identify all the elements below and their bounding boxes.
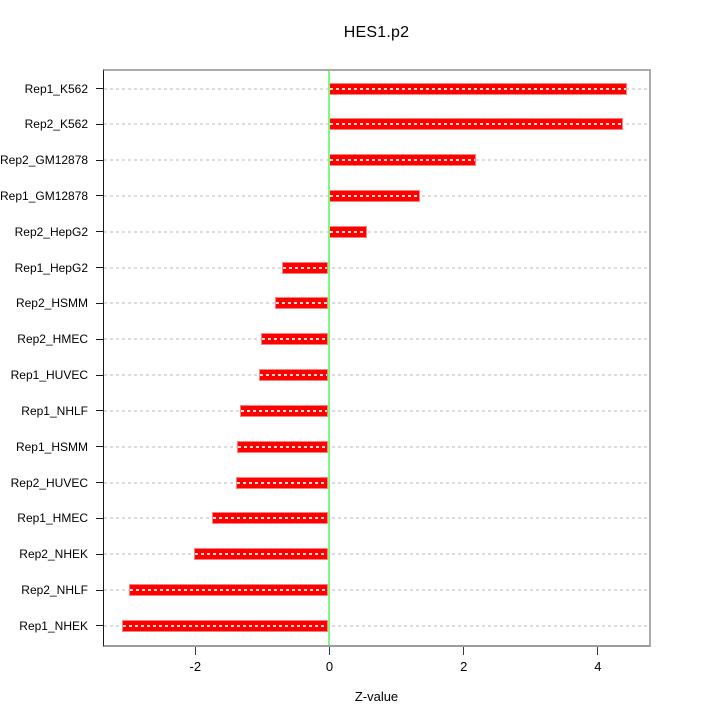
y-axis-label: Rep1_HUVEC: [10, 368, 88, 383]
bar-grid-overlay: [329, 230, 366, 233]
y-axis-label: Rep1_K562: [24, 81, 88, 96]
x-tick-label: 4: [594, 659, 602, 674]
y-tick: [96, 159, 104, 161]
bar-rep2_nhlf: [129, 584, 329, 597]
bar-grid-overlay: [282, 266, 328, 269]
gridline: [104, 230, 649, 233]
bar-rep2_hsmm: [275, 297, 329, 310]
bar-grid-overlay: [130, 589, 328, 592]
x-tick-label: 2: [460, 659, 468, 674]
plot-area: [103, 69, 651, 647]
gridline: [104, 481, 649, 484]
bar-rep1_hepg2: [281, 261, 329, 274]
bar-grid-overlay: [236, 481, 328, 484]
bar-grid-overlay: [261, 338, 328, 341]
bar-grid-overlay: [259, 374, 328, 377]
gridline: [104, 624, 649, 627]
gridline: [104, 589, 649, 592]
bar-grid-overlay: [195, 553, 328, 556]
y-tick: [96, 267, 104, 269]
x-tick-label: -2: [189, 659, 202, 674]
y-axis-label: Rep2_HMEC: [17, 332, 88, 347]
y-tick: [96, 589, 104, 591]
bar-grid-overlay: [329, 159, 476, 162]
bar-rep2_nhek: [194, 548, 329, 561]
bar-grid-overlay: [276, 302, 328, 305]
bar-rep1_gm12878: [328, 189, 421, 202]
y-tick: [96, 625, 104, 627]
x-axis-title: Z-value: [354, 689, 399, 704]
bar-grid-overlay: [329, 87, 627, 90]
x-tick: [463, 647, 465, 655]
y-tick: [96, 302, 104, 304]
y-axis-label: Rep1_NHEK: [19, 618, 88, 633]
y-axis-label: Rep1_HSMM: [15, 439, 88, 454]
gridline: [104, 266, 649, 269]
y-tick: [96, 410, 104, 412]
y-tick: [96, 446, 104, 448]
y-axis-label: Rep2_K562: [24, 117, 88, 132]
bar-rep1_huvec: [258, 369, 329, 382]
bar-grid-overlay: [122, 624, 328, 627]
y-axis-label: Rep2_HepG2: [14, 224, 88, 239]
bar-rep1_nhlf: [239, 404, 329, 417]
y-tick: [96, 123, 104, 125]
x-tick-label: 0: [325, 659, 334, 674]
zero-reference-line: [327, 71, 330, 645]
y-tick: [96, 517, 104, 519]
bar-rep2_gm12878: [328, 154, 477, 167]
y-tick: [96, 195, 104, 197]
y-tick: [96, 553, 104, 555]
chart-title: HES1.p2: [343, 24, 410, 41]
y-axis-label: Rep1_NHLF: [21, 403, 88, 418]
y-axis-label: Rep2_NHEK: [19, 547, 88, 562]
gridline: [104, 517, 649, 520]
x-tick: [597, 647, 599, 655]
gridline: [104, 302, 649, 305]
bar-rep2_hepg2: [328, 225, 367, 238]
bar-rep1_hmec: [212, 512, 329, 525]
y-axis-label: Rep1_GM12878: [0, 188, 89, 203]
y-tick: [96, 338, 104, 340]
bar-rep1_hsmm: [237, 440, 329, 453]
y-tick: [96, 374, 104, 376]
y-tick: [96, 482, 104, 484]
gridline: [104, 409, 649, 412]
bar-grid-overlay: [329, 194, 420, 197]
bar-grid-overlay: [238, 445, 328, 448]
bar-rep1_k562: [328, 82, 628, 95]
bar-rep2_hmec: [260, 333, 329, 346]
gridline: [104, 374, 649, 377]
y-axis-label: Rep1_HMEC: [17, 511, 88, 526]
y-tick: [96, 88, 104, 89]
bar-rep2_k562: [328, 118, 624, 131]
bar-rep2_huvec: [235, 476, 329, 489]
y-axis-label: Rep2_HSMM: [15, 296, 88, 311]
bar-rep1_nhek: [121, 619, 329, 632]
bar-grid-overlay: [240, 409, 328, 412]
x-tick: [329, 647, 330, 655]
gridline: [104, 553, 649, 556]
bar-grid-overlay: [329, 123, 623, 126]
y-axis-label: Rep1_HepG2: [14, 260, 88, 275]
y-axis-label: Rep2_NHLF: [21, 583, 88, 598]
y-tick: [96, 231, 104, 233]
y-axis-label: Rep2_HUVEC: [10, 475, 88, 490]
gridline: [104, 338, 649, 341]
bar-grid-overlay: [213, 517, 328, 520]
x-tick: [194, 647, 196, 655]
gridline: [104, 445, 649, 448]
y-axis-label: Rep2_GM12878: [0, 153, 89, 168]
